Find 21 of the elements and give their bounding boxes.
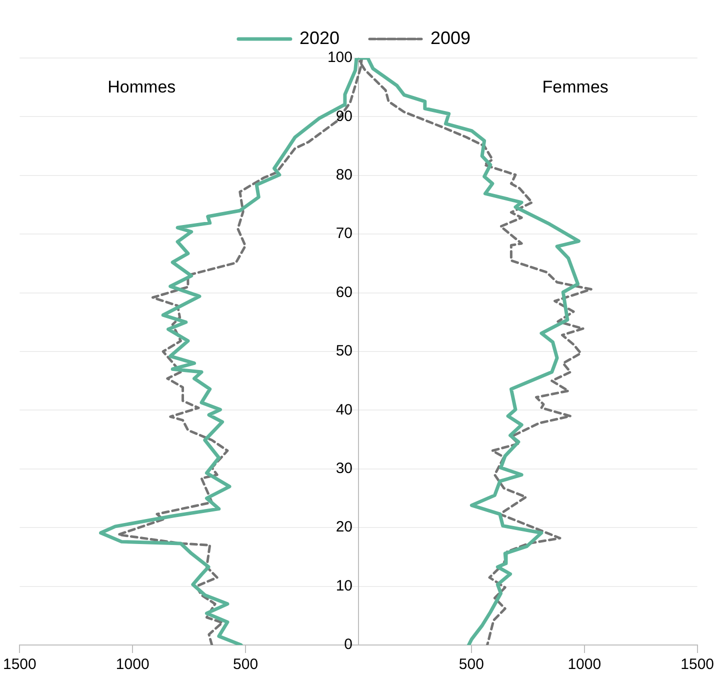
y-tick-label: 100: [327, 49, 352, 66]
y-tick-label: 40: [336, 401, 352, 418]
y-tick-label: 30: [336, 460, 352, 478]
y-tick-label: 0: [344, 636, 352, 654]
x-tick-label: 1000: [568, 656, 602, 674]
annotation: Hommes: [108, 78, 176, 97]
y-tick-label: 10: [336, 577, 352, 594]
y-tick-label: 50: [336, 342, 352, 360]
x-tick-label: 500: [233, 656, 258, 674]
x-tick-label: 1500: [2, 656, 36, 674]
x-tick-label: 500: [458, 656, 484, 674]
x-tick-label: 1500: [680, 656, 714, 674]
legend-label: 2009: [430, 28, 471, 48]
y-tick-label: 80: [336, 166, 352, 184]
x-tick-label: 1000: [116, 656, 150, 674]
y-tick-label: 90: [336, 108, 352, 125]
annotation: Femmes: [542, 78, 608, 97]
y-tick-label: 20: [336, 518, 352, 536]
legend-label: 2020: [299, 28, 340, 48]
y-tick-label: 60: [336, 284, 352, 301]
y-tick-label: 70: [336, 225, 352, 242]
